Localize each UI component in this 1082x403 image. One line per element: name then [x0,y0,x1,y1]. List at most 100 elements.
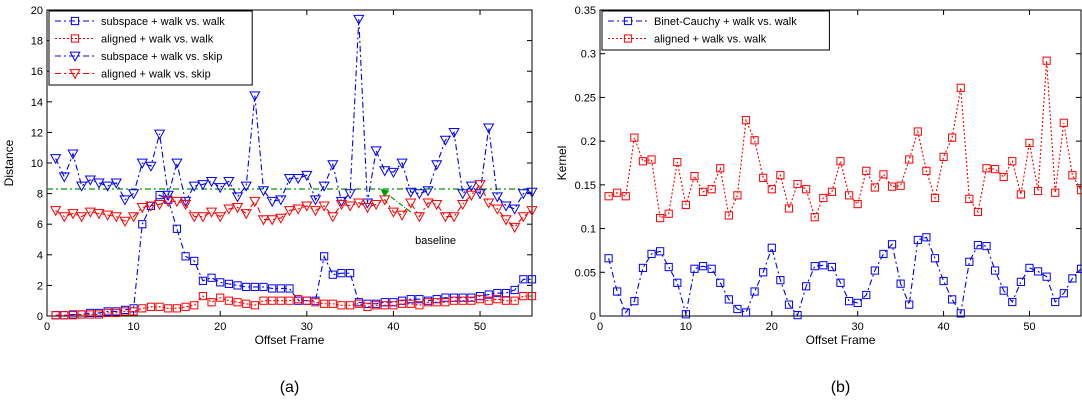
data-point [458,296,467,305]
data-point [991,266,1000,275]
annotation-text: baseline [415,235,456,247]
x-axis-label-b: Offset Frame [806,333,876,347]
chart-a: 0 10 20 30 40 50 0 2 4 6 8 10 12 14 16 18 20 baseline su… [2,5,538,396]
data-point [292,173,304,185]
data-point [819,261,828,270]
data-point [145,161,157,172]
data-point [621,308,630,317]
y-tick-label: 2 [37,280,43,292]
data-point [268,296,277,305]
data-point [233,298,242,307]
data-point [380,301,389,310]
data-point [862,290,871,300]
legend-marker [70,34,80,43]
data-point [484,290,493,299]
data-point [484,296,493,305]
data-point [519,275,528,284]
x-tick-label: 20 [214,321,226,333]
data-point [146,302,156,311]
data-point [77,310,86,319]
data-point [190,256,199,266]
y-tick-label: 0.1 [581,224,596,236]
y-tick-label: 16 [31,66,43,78]
series-4 [50,180,538,234]
legend-label: aligned + walk vs. walk [101,34,214,46]
data-point [741,116,751,125]
legend-box [48,10,253,86]
data-point [913,235,922,245]
data-point [439,212,452,223]
data-point [896,279,905,288]
data-point [127,212,140,223]
legend-label: aligned + walk vs. walk [654,34,767,46]
data-point [335,199,348,211]
data-point [698,262,708,271]
x-tick-label: 50 [1023,321,1035,333]
data-point [320,252,329,261]
data-point [320,299,329,308]
data-point [681,200,690,210]
data-point [1068,274,1077,283]
data-point [257,186,270,197]
data-point [613,287,622,296]
x-tick-label: 30 [852,321,864,333]
data-point [656,213,665,223]
data-point [441,298,450,307]
data-point [493,295,502,304]
data-point [266,215,278,226]
data-point [318,181,330,192]
data-point [930,254,940,263]
data-point [138,220,147,229]
data-point [1042,56,1051,65]
data-point [465,181,478,192]
data-point [604,254,613,263]
data-point [759,173,768,182]
data-point [793,311,802,320]
data-point [190,301,199,310]
data-point [136,203,148,214]
data-point [181,302,190,311]
data-point [1033,186,1043,196]
data-point [905,300,914,309]
x-tick-label: 30 [301,321,313,333]
data-point [84,207,96,218]
data-point [294,295,303,304]
data-point [510,285,519,295]
data-point [939,152,948,161]
data-point [448,212,460,223]
data-point [197,212,209,223]
data-point [431,199,443,211]
series-group-b [604,56,1082,320]
data-point [162,190,174,201]
data-point [301,170,313,182]
data-point [285,296,294,305]
annotation-baseline: baseline [380,188,456,247]
data-point [155,191,164,200]
data-point [724,211,733,220]
data-point [973,241,983,250]
data-point [733,191,742,200]
legend-marker [623,16,633,26]
legend-a: subspace + walk vs. walk aligned + walk v… [48,10,253,86]
data-point [1051,297,1060,307]
legend-marker [623,34,633,43]
data-point [198,292,207,301]
data-point [1051,188,1060,197]
data-point [363,302,372,311]
data-point [112,308,121,318]
data-point [181,252,190,261]
data-point [449,296,459,305]
data-point [188,212,200,223]
data-point [1042,272,1051,281]
data-point [198,276,207,285]
data-point [372,301,381,310]
data-point [94,310,104,319]
data-point [887,182,897,191]
y-axis-label-b: Kernel [555,146,569,181]
data-point [389,301,398,310]
data-point [1076,186,1082,195]
data-point [231,203,244,214]
data-point [948,295,957,304]
data-point [335,196,348,208]
data-point [179,196,192,208]
